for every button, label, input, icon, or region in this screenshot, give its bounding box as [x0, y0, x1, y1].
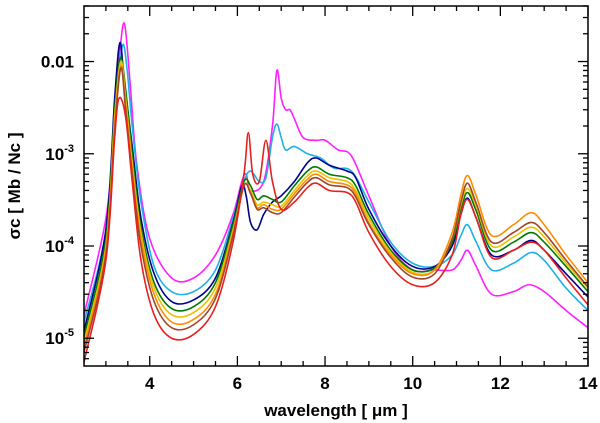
- x-tick-label: 8: [320, 374, 329, 393]
- y-axis-label: σc [ Mb / Nc ]: [5, 132, 24, 239]
- x-axis-label: wavelength [ μm ]: [263, 401, 408, 420]
- series-line-red: [83, 96, 589, 363]
- tick-layer: [84, 5, 589, 366]
- x-tick-label: 10: [403, 374, 422, 393]
- x-tick-label: 4: [145, 374, 155, 393]
- x-tick-label: 14: [579, 374, 598, 393]
- plot-frame: [83, 5, 589, 367]
- series-line-cyan: [83, 43, 589, 323]
- tick-label-layer: 4 6 8 10 12 14 10-5 10-4 10-3 0.01: [41, 53, 598, 393]
- series-line-darkgreen: [83, 56, 589, 337]
- series-line-brown: [83, 67, 589, 353]
- y-tick-label: 0.01: [41, 53, 74, 72]
- y-tick-label: 10-3: [45, 143, 74, 164]
- x-tick-label: 12: [491, 374, 510, 393]
- y-tick-label: 10-4: [45, 235, 75, 256]
- x-tick-label: 6: [233, 374, 242, 393]
- series-layer: [83, 22, 589, 363]
- y-tick-label: 10-5: [45, 327, 74, 348]
